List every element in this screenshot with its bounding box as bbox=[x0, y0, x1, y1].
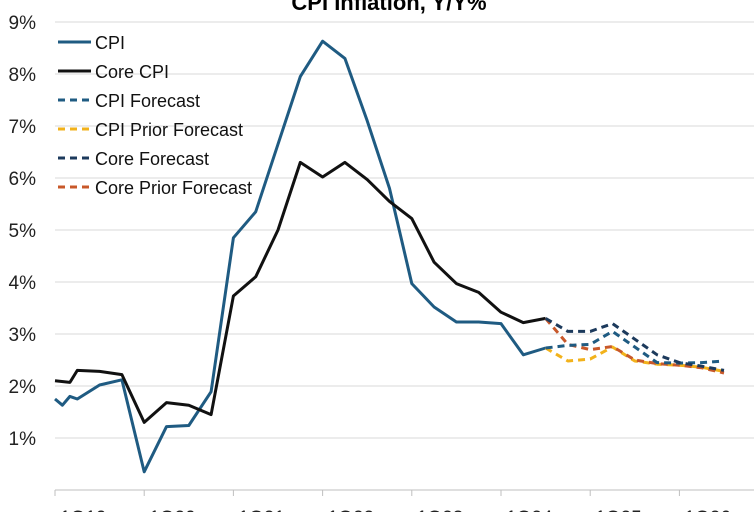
legend-label: CPI Forecast bbox=[95, 91, 200, 111]
series-line-cpi-forecast bbox=[545, 329, 725, 365]
y-tick-label: 4% bbox=[9, 273, 37, 294]
x-tick-label: 1Q20 bbox=[149, 508, 195, 512]
x-tick-label: 1Q19 bbox=[60, 508, 106, 512]
legend-label: Core Prior Forecast bbox=[95, 178, 252, 198]
series-line-core-cpi bbox=[54, 160, 546, 424]
y-tick-label: 5% bbox=[9, 221, 37, 242]
y-tick-label: 1% bbox=[9, 429, 37, 450]
y-tick-label: 7% bbox=[9, 117, 37, 138]
x-tick-label: 1Q22 bbox=[328, 508, 374, 512]
y-tick-label: 2% bbox=[9, 377, 37, 398]
chart-title: CPI Inflation, Y/Y% bbox=[291, 0, 486, 15]
x-axis: 1Q19 1Q20 1Q21 1Q22 1Q23 1Q24 1Q25 1Q26 bbox=[54, 489, 754, 512]
legend: CPI Core CPI CPI Forecast CPI Prior Forecas… bbox=[58, 33, 252, 198]
gridlines bbox=[55, 21, 754, 439]
y-tick-label: 6% bbox=[9, 169, 37, 190]
x-tick-label: 1Q25 bbox=[595, 508, 641, 512]
x-tick-label: 1Q24 bbox=[506, 508, 553, 512]
series-line-core-forecast bbox=[544, 317, 725, 372]
legend-label: CPI bbox=[95, 33, 125, 53]
x-tick-label: 1Q26 bbox=[684, 508, 730, 512]
x-tick-label: 1Q23 bbox=[417, 508, 463, 512]
x-tick-label: 1Q21 bbox=[238, 508, 284, 512]
legend-label: Core CPI bbox=[95, 62, 169, 82]
y-tick-label: 8% bbox=[9, 65, 37, 86]
legend-label: CPI Prior Forecast bbox=[95, 120, 243, 140]
y-tick-label: 3% bbox=[9, 325, 37, 346]
series-line-cpi bbox=[54, 39, 547, 474]
series-group bbox=[54, 39, 725, 474]
series-line-cpi-prior-forecast bbox=[544, 345, 725, 373]
legend-label: Core Forecast bbox=[95, 149, 209, 169]
y-tick-label: 9% bbox=[9, 13, 37, 34]
y-axis-ticks: 1% 2% 3% 4% 5% 6% 7% 8% 9% bbox=[9, 13, 37, 450]
